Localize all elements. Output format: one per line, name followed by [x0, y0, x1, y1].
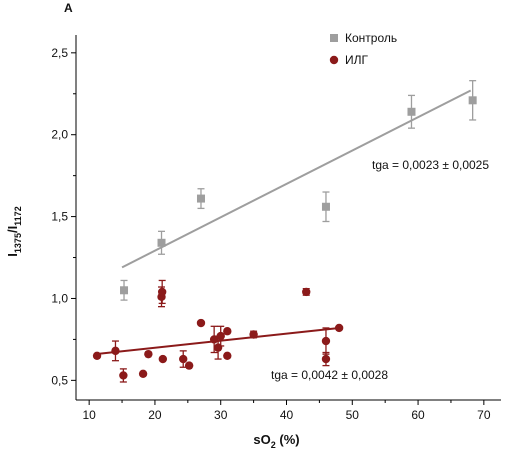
control-point [321, 202, 330, 211]
x-tick-label: 40 [280, 408, 294, 422]
y-tick-label: 1,5 [51, 210, 68, 224]
x-tick-label: 10 [82, 408, 96, 422]
x-tick-label: 60 [411, 408, 425, 422]
plot-layer: 10 20 30 40 50 60 70 0,5 1,0 1,5 2,0 2,5 sO2 (%) I137… [5, 31, 501, 450]
control-point [407, 107, 416, 116]
x-tick-label: 50 [346, 408, 360, 422]
control-point [120, 286, 129, 295]
ilg-point [223, 327, 232, 336]
y-axis-title: I1375/I1172 [5, 206, 23, 256]
legend-ilg-marker [329, 55, 339, 65]
x-tick-label: 20 [148, 408, 162, 422]
legend-ilg-label: ИЛГ [345, 53, 369, 67]
ilg-point [334, 323, 344, 333]
control-point [157, 238, 166, 247]
y-tick-label: 0,5 [51, 373, 68, 387]
ilg-point [223, 351, 232, 360]
ilg-point [138, 369, 148, 378]
ilg-slope-annotation: tga = 0,0042 ± 0,0028 [271, 368, 388, 382]
y-tick-label: 2,5 [51, 46, 68, 60]
ilg-point [302, 287, 311, 297]
control-point [196, 194, 205, 203]
y-tick-label: 2,0 [51, 128, 68, 142]
control-slope-annotation: tga = 0,0023 ± 0,0025 [372, 158, 489, 172]
x-tick-label: 70 [477, 408, 491, 422]
ilg-point [111, 346, 120, 356]
panel-label: A [64, 1, 73, 15]
ilg-point [321, 336, 331, 346]
ilg-point [196, 318, 206, 328]
control-point [468, 96, 477, 105]
legend-control-label: Контроль [345, 31, 397, 45]
x-axis-title: sO2 (%) [253, 432, 299, 450]
ilg-point [179, 354, 188, 364]
legend-control-marker [330, 34, 338, 42]
y-tick-label: 1,0 [51, 291, 68, 305]
ilg-point [184, 361, 194, 370]
ilg-point [321, 354, 331, 364]
ilg-point [119, 371, 128, 380]
ilg-point [216, 331, 225, 341]
ilg-point [249, 330, 258, 339]
control-fit-line [121, 89, 472, 269]
ilg-point [92, 351, 102, 360]
x-tick-label: 30 [214, 408, 228, 422]
ilg-point [209, 335, 219, 344]
ilg-point [158, 354, 168, 364]
ilg-point [157, 287, 167, 297]
ilg-point [144, 349, 153, 359]
